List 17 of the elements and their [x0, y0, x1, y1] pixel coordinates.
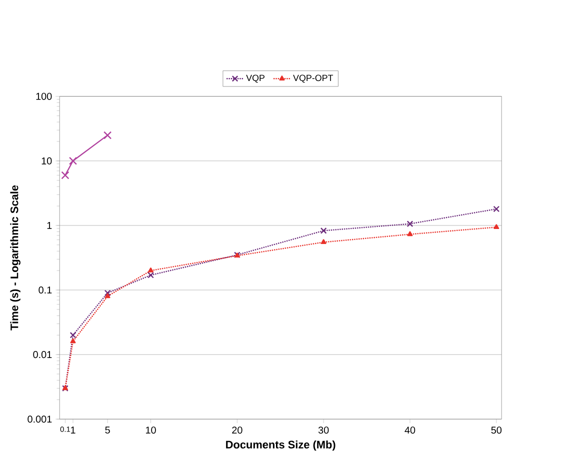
y-tick-label: 0.1	[38, 286, 52, 294]
x-tick-label: 40	[404, 426, 416, 434]
y-tick-label: 10	[42, 158, 52, 165]
legend-label: VQP-OPT	[293, 74, 334, 83]
x-tick-label: 1	[70, 426, 76, 434]
y-tick-label: 0.01	[33, 351, 52, 358]
y-tick-label: 0.001	[28, 416, 52, 423]
x-tick-label: 50	[491, 426, 502, 434]
y-tick-label: 1	[47, 222, 52, 229]
x-tick-label: 20	[232, 426, 242, 434]
x-tick-label: 5	[105, 426, 110, 434]
x-axis-title: Documents Size (Mb)	[226, 440, 336, 451]
x-tick-label: 10	[146, 426, 156, 434]
x-tick-label: 30	[318, 426, 329, 434]
y-tick-label: 100	[36, 92, 52, 100]
y-axis-title: Time (s) - Logarithmic Scale	[10, 185, 20, 330]
legend-label: VQP	[246, 74, 264, 83]
